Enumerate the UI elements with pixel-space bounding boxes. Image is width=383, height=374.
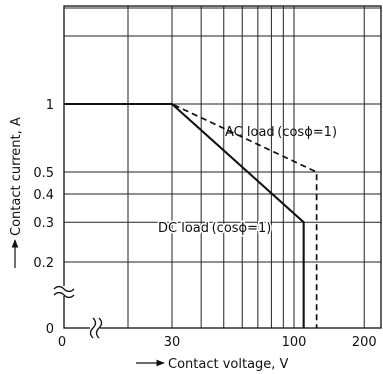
y-axis-break-mark-2: [53, 291, 75, 299]
plot-frame-rect: [63, 5, 382, 329]
x-tick-label-3: 200: [352, 335, 377, 350]
x-axis-label: Contact voltage, V: [168, 357, 289, 372]
x-axis-break-mark-1: [89, 317, 97, 339]
x-tick-label-1: 30: [164, 335, 181, 350]
axis-labels: Contact voltage, V Contact current, A: [9, 117, 289, 372]
plot-frame: [63, 5, 382, 329]
y-axis-break-gap: [54, 286, 74, 296]
x-tick-label-0: 0: [58, 335, 66, 350]
y-axis-break-mark-1: [53, 285, 75, 293]
y-tick-label-5: 1: [46, 98, 54, 113]
x-axis-break-mark-2: [95, 317, 103, 339]
y-axis-label: Contact current, A: [9, 117, 24, 236]
plot-lines: [64, 102, 318, 328]
grid: [64, 6, 381, 328]
tick-labels: 0 0.2 0.3 0.4 0.5 1 0 30 100 200: [33, 98, 376, 350]
annotations: AC load (cosϕ=1) DC load (cosϕ=1): [157, 125, 338, 238]
y-tick-label-3: 0.4: [33, 188, 54, 203]
x-tick-label-2: 100: [282, 335, 307, 350]
annotation-dc-load: DC load (cosϕ=1): [158, 221, 271, 236]
x-axis-break-gap: [90, 318, 100, 338]
y-tick-label-0: 0: [46, 322, 54, 337]
annotation-ac-load: AC load (cosϕ=1): [225, 125, 337, 140]
series-line-ac-load: [64, 103, 318, 328]
y-tick-label-4: 0.5: [33, 166, 54, 181]
axis-breaks: [53, 285, 103, 339]
y-tick-label-2: 0.3: [33, 216, 54, 231]
y-tick-label-1: 0.2: [33, 256, 54, 271]
